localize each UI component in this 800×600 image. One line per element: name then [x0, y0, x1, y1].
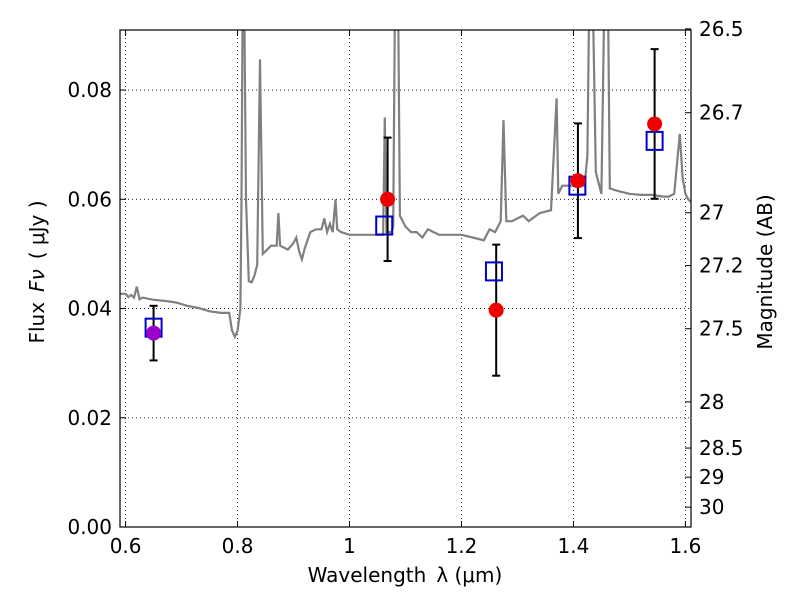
- right-tick-label: 27.5: [699, 317, 744, 341]
- plot-background: [120, 30, 691, 527]
- observed-photometry-circles: [146, 116, 663, 341]
- observed-circle-marker: [570, 173, 586, 189]
- right-tick-label: 26.7: [699, 101, 744, 125]
- x-tick-label: 1.6: [669, 534, 701, 558]
- x-tick-label: 0.8: [222, 534, 254, 558]
- x-axis-title: Wavelength λ (μm): [308, 563, 503, 587]
- observed-circle-marker: [647, 116, 663, 132]
- y-tick-label: 0.02: [67, 406, 112, 430]
- x-tick-label: 1.2: [446, 534, 478, 558]
- x-tick-label: 1.4: [558, 534, 590, 558]
- y-tick-label: 0.06: [67, 187, 112, 211]
- right-tick-label: 29: [699, 465, 724, 489]
- model-square-marker: [645, 130, 664, 151]
- grid: [120, 30, 691, 528]
- y-axis-title: Flux Fν ( μJy ): [25, 200, 49, 343]
- y-axis-title-unit: ( μJy ): [25, 200, 49, 259]
- x-tick-label: 0.6: [110, 534, 142, 558]
- y-axis-title-text: Flux: [25, 302, 49, 344]
- right-axis-title: Magnitude (AB): [753, 194, 777, 349]
- model-photometry-squares: [144, 130, 664, 338]
- plot-frame: [119, 29, 692, 528]
- y-tick-label: 0.04: [67, 297, 112, 321]
- right-tick-label: 30: [699, 495, 724, 519]
- axis-ticks: 0.6 0.8 1 1.2 1.4 1.6 0.00 0.02 0.04 0.06 0.08 26.5…: [67, 17, 743, 558]
- right-tick-label: 27: [699, 201, 724, 225]
- right-tick-label: 28.5: [699, 436, 744, 460]
- observed-circle-marker: [146, 325, 162, 341]
- right-tick-label: 27.2: [699, 254, 744, 278]
- model-square-marker: [375, 215, 394, 236]
- observed-circle-marker: [380, 191, 396, 207]
- x-tick-label: 1: [343, 534, 356, 558]
- model-square-marker: [484, 261, 503, 282]
- x-axis-title-math: λ (μm): [436, 563, 502, 587]
- right-tick-label: 26.5: [699, 17, 744, 41]
- y-tick-label: 0.00: [67, 515, 112, 539]
- y-axis-title-math: Fν: [25, 269, 49, 292]
- observed-circle-marker: [488, 302, 504, 318]
- x-axis-title-text: Wavelength: [308, 563, 427, 587]
- y-tick-label: 0.08: [67, 78, 112, 102]
- right-tick-label: 28: [699, 390, 724, 414]
